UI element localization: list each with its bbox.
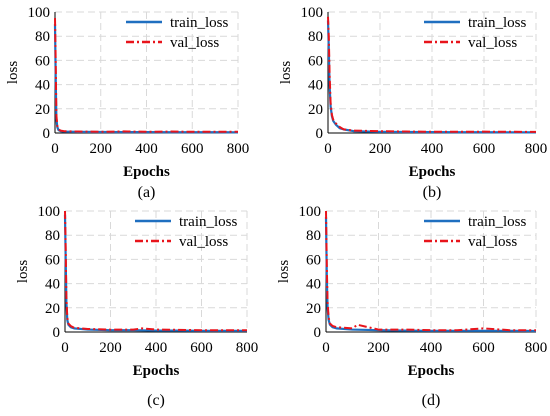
- x-tick-label: 800: [236, 340, 259, 356]
- y-tick-label: 0: [316, 126, 324, 142]
- y-tick-label: 60: [306, 252, 321, 268]
- series-group: [326, 16, 537, 134]
- legend-label-train-loss: train_loss: [179, 214, 237, 230]
- y-tick-label: 100: [301, 5, 324, 21]
- series-line-val-loss: [64, 210, 247, 332]
- y-tick-label: 100: [38, 204, 61, 220]
- legend-label-val-loss: val_loss: [468, 234, 517, 250]
- x-tick-label: 800: [525, 340, 548, 356]
- x-tick-label: 600: [473, 141, 496, 157]
- series-line-val-loss: [325, 210, 536, 332]
- x-axis-title: Epochs: [408, 363, 455, 379]
- chart-panel-0: 0 20 40 60 80 100 0 200 400 600 800 Epochs loss train…: [5, 5, 249, 201]
- x-tick-label: 400: [421, 141, 444, 157]
- y-axis-title: loss: [5, 61, 21, 85]
- x-axis-title: Epochs: [123, 164, 170, 180]
- y-tick-label: 20: [35, 102, 50, 118]
- y-tick-label: 40: [308, 78, 323, 94]
- x-tick-label: 600: [190, 340, 213, 356]
- y-tick-label: 60: [45, 252, 60, 268]
- x-tick-label: 400: [420, 340, 443, 356]
- y-tick-label: 40: [306, 277, 321, 293]
- y-tick-label: 20: [306, 301, 321, 317]
- series-group: [63, 210, 247, 332]
- series-group: [324, 210, 537, 333]
- x-tick-label: 200: [369, 141, 392, 157]
- x-tick-label: 400: [145, 340, 168, 356]
- x-tick-label: 200: [367, 340, 390, 356]
- series-line-val-loss: [54, 18, 238, 133]
- panel-label: (b): [423, 184, 442, 201]
- panel-label: (d): [422, 392, 441, 409]
- y-tick-label: 100: [299, 204, 322, 220]
- legend-label-train-loss: train_loss: [468, 214, 526, 230]
- series-group: [53, 18, 239, 134]
- y-tick-label: 40: [35, 78, 50, 94]
- y-tick-label: 20: [45, 301, 60, 317]
- y-tick-label: 60: [308, 53, 323, 69]
- legend-label-train-loss: train_loss: [468, 15, 526, 31]
- x-axis-title: Epochs: [409, 164, 456, 180]
- panel-label: (c): [147, 392, 165, 409]
- y-tick-label: 60: [35, 53, 50, 69]
- x-tick-label: 200: [90, 141, 113, 157]
- x-tick-label: 0: [51, 141, 59, 157]
- y-tick-label: 80: [308, 29, 323, 45]
- series-line-val-loss: [327, 16, 537, 133]
- x-tick-label: 800: [227, 141, 250, 157]
- y-tick-label: 20: [308, 102, 323, 118]
- legend-label-val-loss: val_loss: [170, 35, 219, 51]
- chart-panel-3: 0 20 40 60 80 100 0 200 400 600 800 Epochs loss train…: [276, 204, 547, 409]
- y-tick-label: 80: [45, 228, 60, 244]
- x-tick-label: 0: [324, 141, 332, 157]
- y-axis-title: loss: [278, 61, 294, 85]
- x-tick-label: 600: [472, 340, 495, 356]
- x-tick-label: 0: [322, 340, 330, 356]
- y-axis-title: loss: [276, 260, 292, 284]
- y-tick-label: 80: [35, 29, 50, 45]
- y-tick-label: 0: [43, 126, 51, 142]
- y-tick-label: 0: [53, 325, 61, 341]
- chart-panel-1: 0 20 40 60 80 100 0 200 400 600 800 Epochs loss train…: [278, 5, 547, 201]
- legend-label-val-loss: val_loss: [179, 234, 228, 250]
- x-tick-label: 200: [99, 340, 122, 356]
- chart-panel-2: 0 20 40 60 80 100 0 200 400 600 800 Epochs loss train…: [15, 204, 258, 409]
- y-tick-label: 0: [314, 325, 322, 341]
- legend-label-val-loss: val_loss: [468, 35, 517, 51]
- x-tick-label: 800: [525, 141, 548, 157]
- legend-label-train-loss: train_loss: [170, 15, 228, 31]
- y-tick-label: 100: [28, 5, 51, 21]
- y-tick-label: 40: [45, 277, 60, 293]
- x-tick-label: 600: [181, 141, 204, 157]
- panel-label: (a): [138, 184, 156, 201]
- x-axis-title: Epochs: [133, 363, 180, 379]
- x-tick-label: 0: [61, 340, 69, 356]
- x-tick-label: 400: [135, 141, 158, 157]
- y-tick-label: 80: [306, 228, 321, 244]
- y-axis-title: loss: [15, 260, 31, 284]
